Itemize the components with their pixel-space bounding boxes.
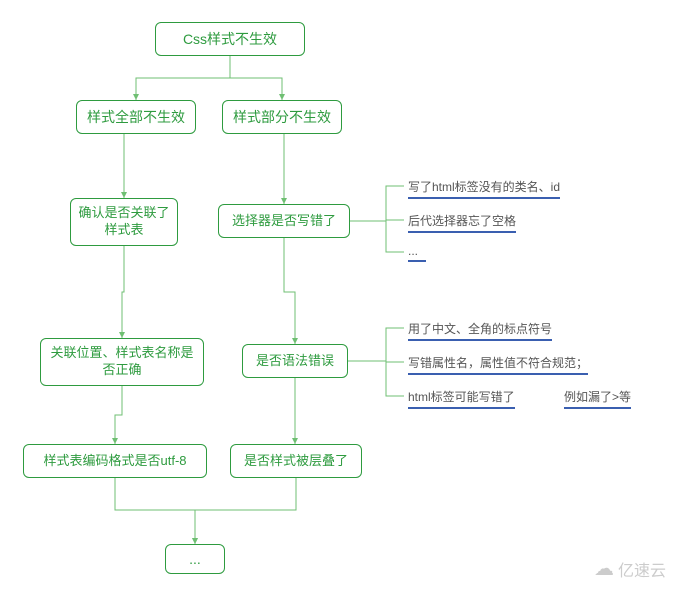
flow-node-linked: 确认是否关联了样式表	[70, 198, 178, 246]
flow-node-sel: 选择器是否写错了	[218, 204, 350, 238]
edge-sel-a2	[350, 220, 404, 221]
flow-node-part: 样式部分不生效	[222, 100, 342, 134]
annotation-b3b: 例如漏了>等	[564, 388, 631, 409]
edge-syn-b3	[348, 361, 404, 396]
edge-cas-more	[195, 478, 296, 544]
annotation-b3: html标签可能写错了	[408, 388, 515, 409]
edge-sel-syn	[284, 238, 295, 344]
edge-linked-loc	[122, 246, 124, 338]
annotation-b1: 用了中文、全角的标点符号	[408, 320, 552, 341]
annotation-a1: 写了html标签没有的类名、id	[408, 178, 560, 199]
annotation-a2: 后代选择器忘了空格	[408, 212, 516, 233]
edge-root-part	[230, 56, 282, 100]
edge-syn-b1	[348, 328, 404, 361]
edge-syn-b2	[348, 361, 404, 362]
cloud-icon: ☁	[594, 559, 614, 579]
flow-node-more: ...	[165, 544, 225, 574]
edge-utf-more	[115, 478, 195, 544]
flow-node-all: 样式全部不生效	[76, 100, 196, 134]
annotation-b2: 写错属性名，属性值不符合规范；	[408, 354, 588, 375]
edge-sel-a1	[350, 186, 404, 221]
edge-sel-a3	[350, 221, 404, 252]
connector-layer	[0, 0, 676, 589]
flow-node-cas: 是否样式被层叠了	[230, 444, 362, 478]
flow-node-syn: 是否语法错误	[242, 344, 348, 378]
watermark-text: 亿速云	[618, 557, 666, 581]
flow-node-utf: 样式表编码格式是否utf-8	[23, 444, 207, 478]
flow-node-loc: 关联位置、样式表名称是否正确	[40, 338, 204, 386]
flow-node-root: Css样式不生效	[155, 22, 305, 56]
edge-root-all	[136, 56, 230, 100]
edge-loc-utf	[115, 386, 122, 444]
watermark: ☁ 亿速云	[594, 557, 666, 581]
annotation-a3: ...	[408, 244, 426, 262]
